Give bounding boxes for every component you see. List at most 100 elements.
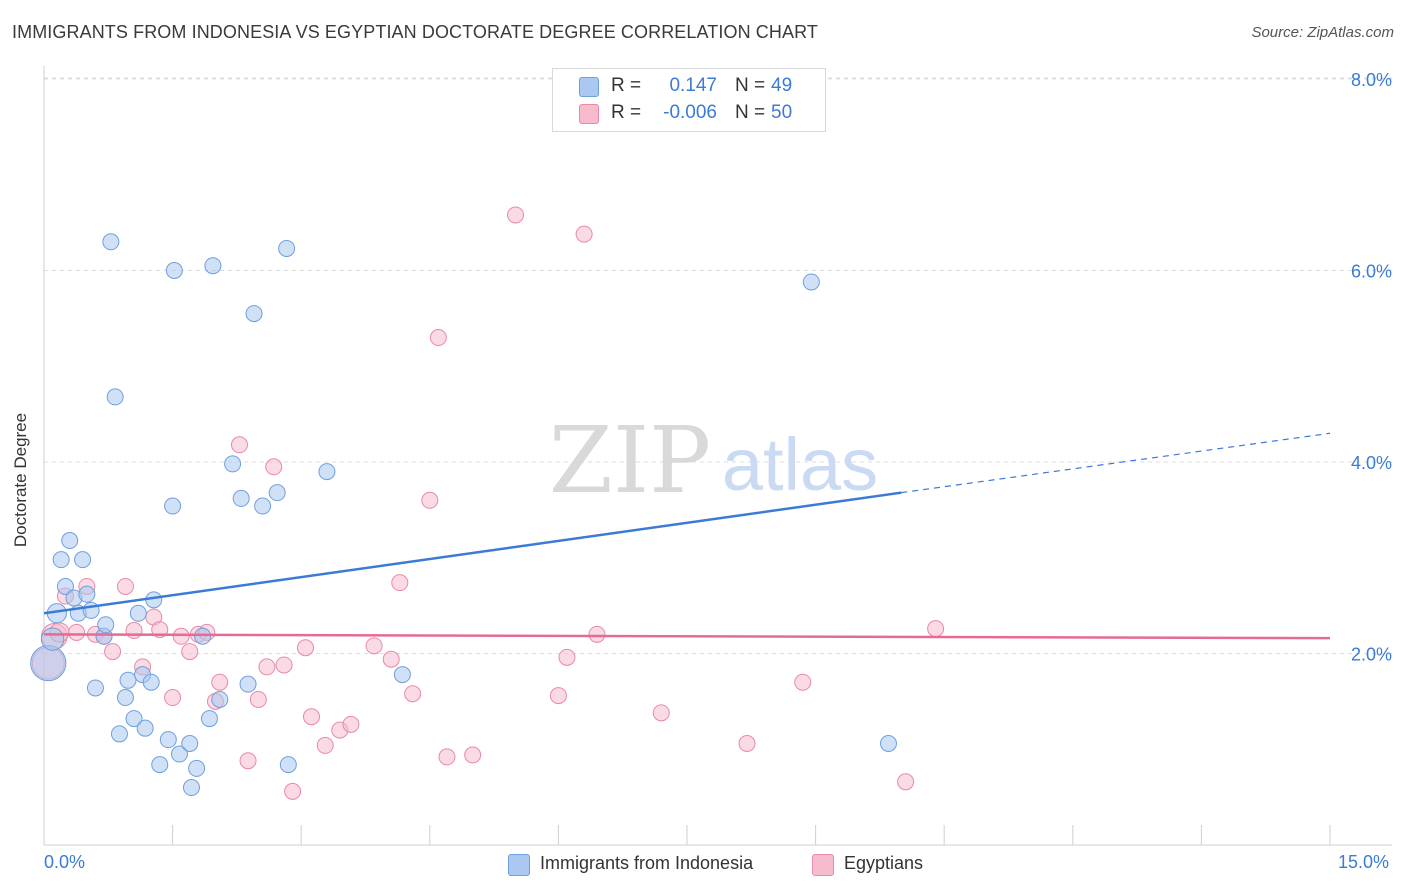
data-point (125, 710, 143, 728)
data-point (110, 725, 128, 743)
data-point (116, 577, 134, 595)
legend-n-label: N = (735, 75, 766, 96)
data-point (211, 673, 229, 691)
data-point (879, 735, 897, 753)
data-point (268, 484, 286, 502)
data-point (365, 637, 383, 655)
source-credit: Source: ZipAtlas.com (1251, 24, 1394, 41)
data-point (927, 620, 945, 638)
data-point (119, 671, 137, 689)
chart-title: IMMIGRANTS FROM INDONESIA VS EGYPTIAN DO… (12, 22, 818, 42)
watermark-zip: ZIP (549, 407, 711, 514)
data-point (391, 574, 409, 592)
legend-n-label: N = (735, 102, 766, 123)
data-point (794, 673, 812, 691)
x-axis-min-label: 0.0% (44, 852, 86, 872)
legend-swatch-indonesia (508, 854, 530, 876)
data-point (30, 644, 67, 682)
data-point (97, 616, 115, 634)
trend-line-indonesia (43, 491, 902, 615)
data-point (142, 673, 160, 691)
data-point (245, 305, 263, 323)
data-point (296, 639, 314, 657)
legend-n-value: 50 (771, 102, 793, 123)
data-point (181, 643, 199, 661)
data-point (558, 648, 576, 666)
data-point (86, 679, 104, 697)
legend-swatch-indonesia (579, 77, 599, 97)
legend-row-egyptians: R = -0.006 N = 50 (553, 100, 825, 126)
data-point (78, 585, 96, 603)
series-legend: Immigrants from Indonesia Egyptians (0, 852, 1406, 878)
data-point (116, 689, 134, 707)
watermark: ZIP atlas (549, 407, 878, 514)
data-point (464, 746, 482, 764)
data-point (265, 458, 283, 476)
data-point (342, 715, 360, 733)
data-point (897, 773, 915, 791)
legend-r-value: 0.147 (669, 75, 717, 96)
data-point (164, 689, 182, 707)
data-point (211, 690, 229, 708)
data-point (102, 233, 120, 251)
data-point (129, 604, 147, 622)
y-tick-labels: 2.0% 4.0% 6.0% 8.0% (1351, 70, 1392, 665)
data-point (258, 658, 276, 676)
y-tick-label: 6.0% (1351, 262, 1392, 282)
data-point (393, 666, 411, 684)
legend-n-value: 49 (771, 75, 793, 96)
data-point (738, 735, 756, 753)
legend-label-egyptians: Egyptians (844, 853, 924, 873)
data-point (249, 690, 267, 708)
data-point (164, 497, 182, 515)
data-point (421, 491, 439, 509)
data-point (106, 388, 124, 406)
data-point (200, 710, 218, 728)
data-point (104, 643, 122, 661)
data-point (438, 748, 456, 766)
data-point (549, 687, 567, 705)
data-point (136, 719, 154, 737)
data-point (68, 623, 86, 641)
data-point (254, 497, 272, 515)
data-point (188, 759, 206, 777)
data-point (316, 736, 334, 754)
data-point (125, 622, 143, 640)
data-point (404, 685, 422, 703)
data-point (182, 779, 200, 797)
axes (43, 66, 1392, 846)
data-point (170, 745, 188, 763)
data-point (52, 551, 70, 569)
data-point (575, 225, 593, 243)
data-point (507, 206, 525, 224)
data-point (232, 489, 250, 507)
data-point (588, 625, 606, 643)
y-tick-label: 8.0% (1351, 70, 1392, 90)
data-point (802, 273, 820, 291)
data-point (284, 782, 302, 800)
data-point (159, 731, 177, 749)
gridlines (44, 77, 1392, 654)
legend-r-value: -0.006 (663, 102, 717, 123)
data-point (61, 532, 79, 550)
data-point (56, 577, 74, 595)
trend-line-egyptians (43, 633, 1331, 640)
data-point (230, 436, 248, 454)
x-axis-max-label: 15.0% (1338, 852, 1390, 872)
data-point (239, 675, 257, 693)
data-point (194, 627, 212, 645)
data-point (74, 551, 92, 569)
data-point (279, 756, 297, 774)
data-point (278, 239, 296, 257)
data-point (204, 257, 222, 275)
data-point (429, 329, 447, 347)
data-point (181, 735, 199, 753)
indonesia-points (30, 233, 897, 797)
watermark-atlas: atlas (722, 423, 878, 506)
legend-swatch-egyptians (812, 854, 834, 876)
data-point (382, 650, 400, 668)
trend-lines (43, 432, 1331, 640)
data-point (318, 463, 336, 481)
data-point (302, 708, 320, 726)
